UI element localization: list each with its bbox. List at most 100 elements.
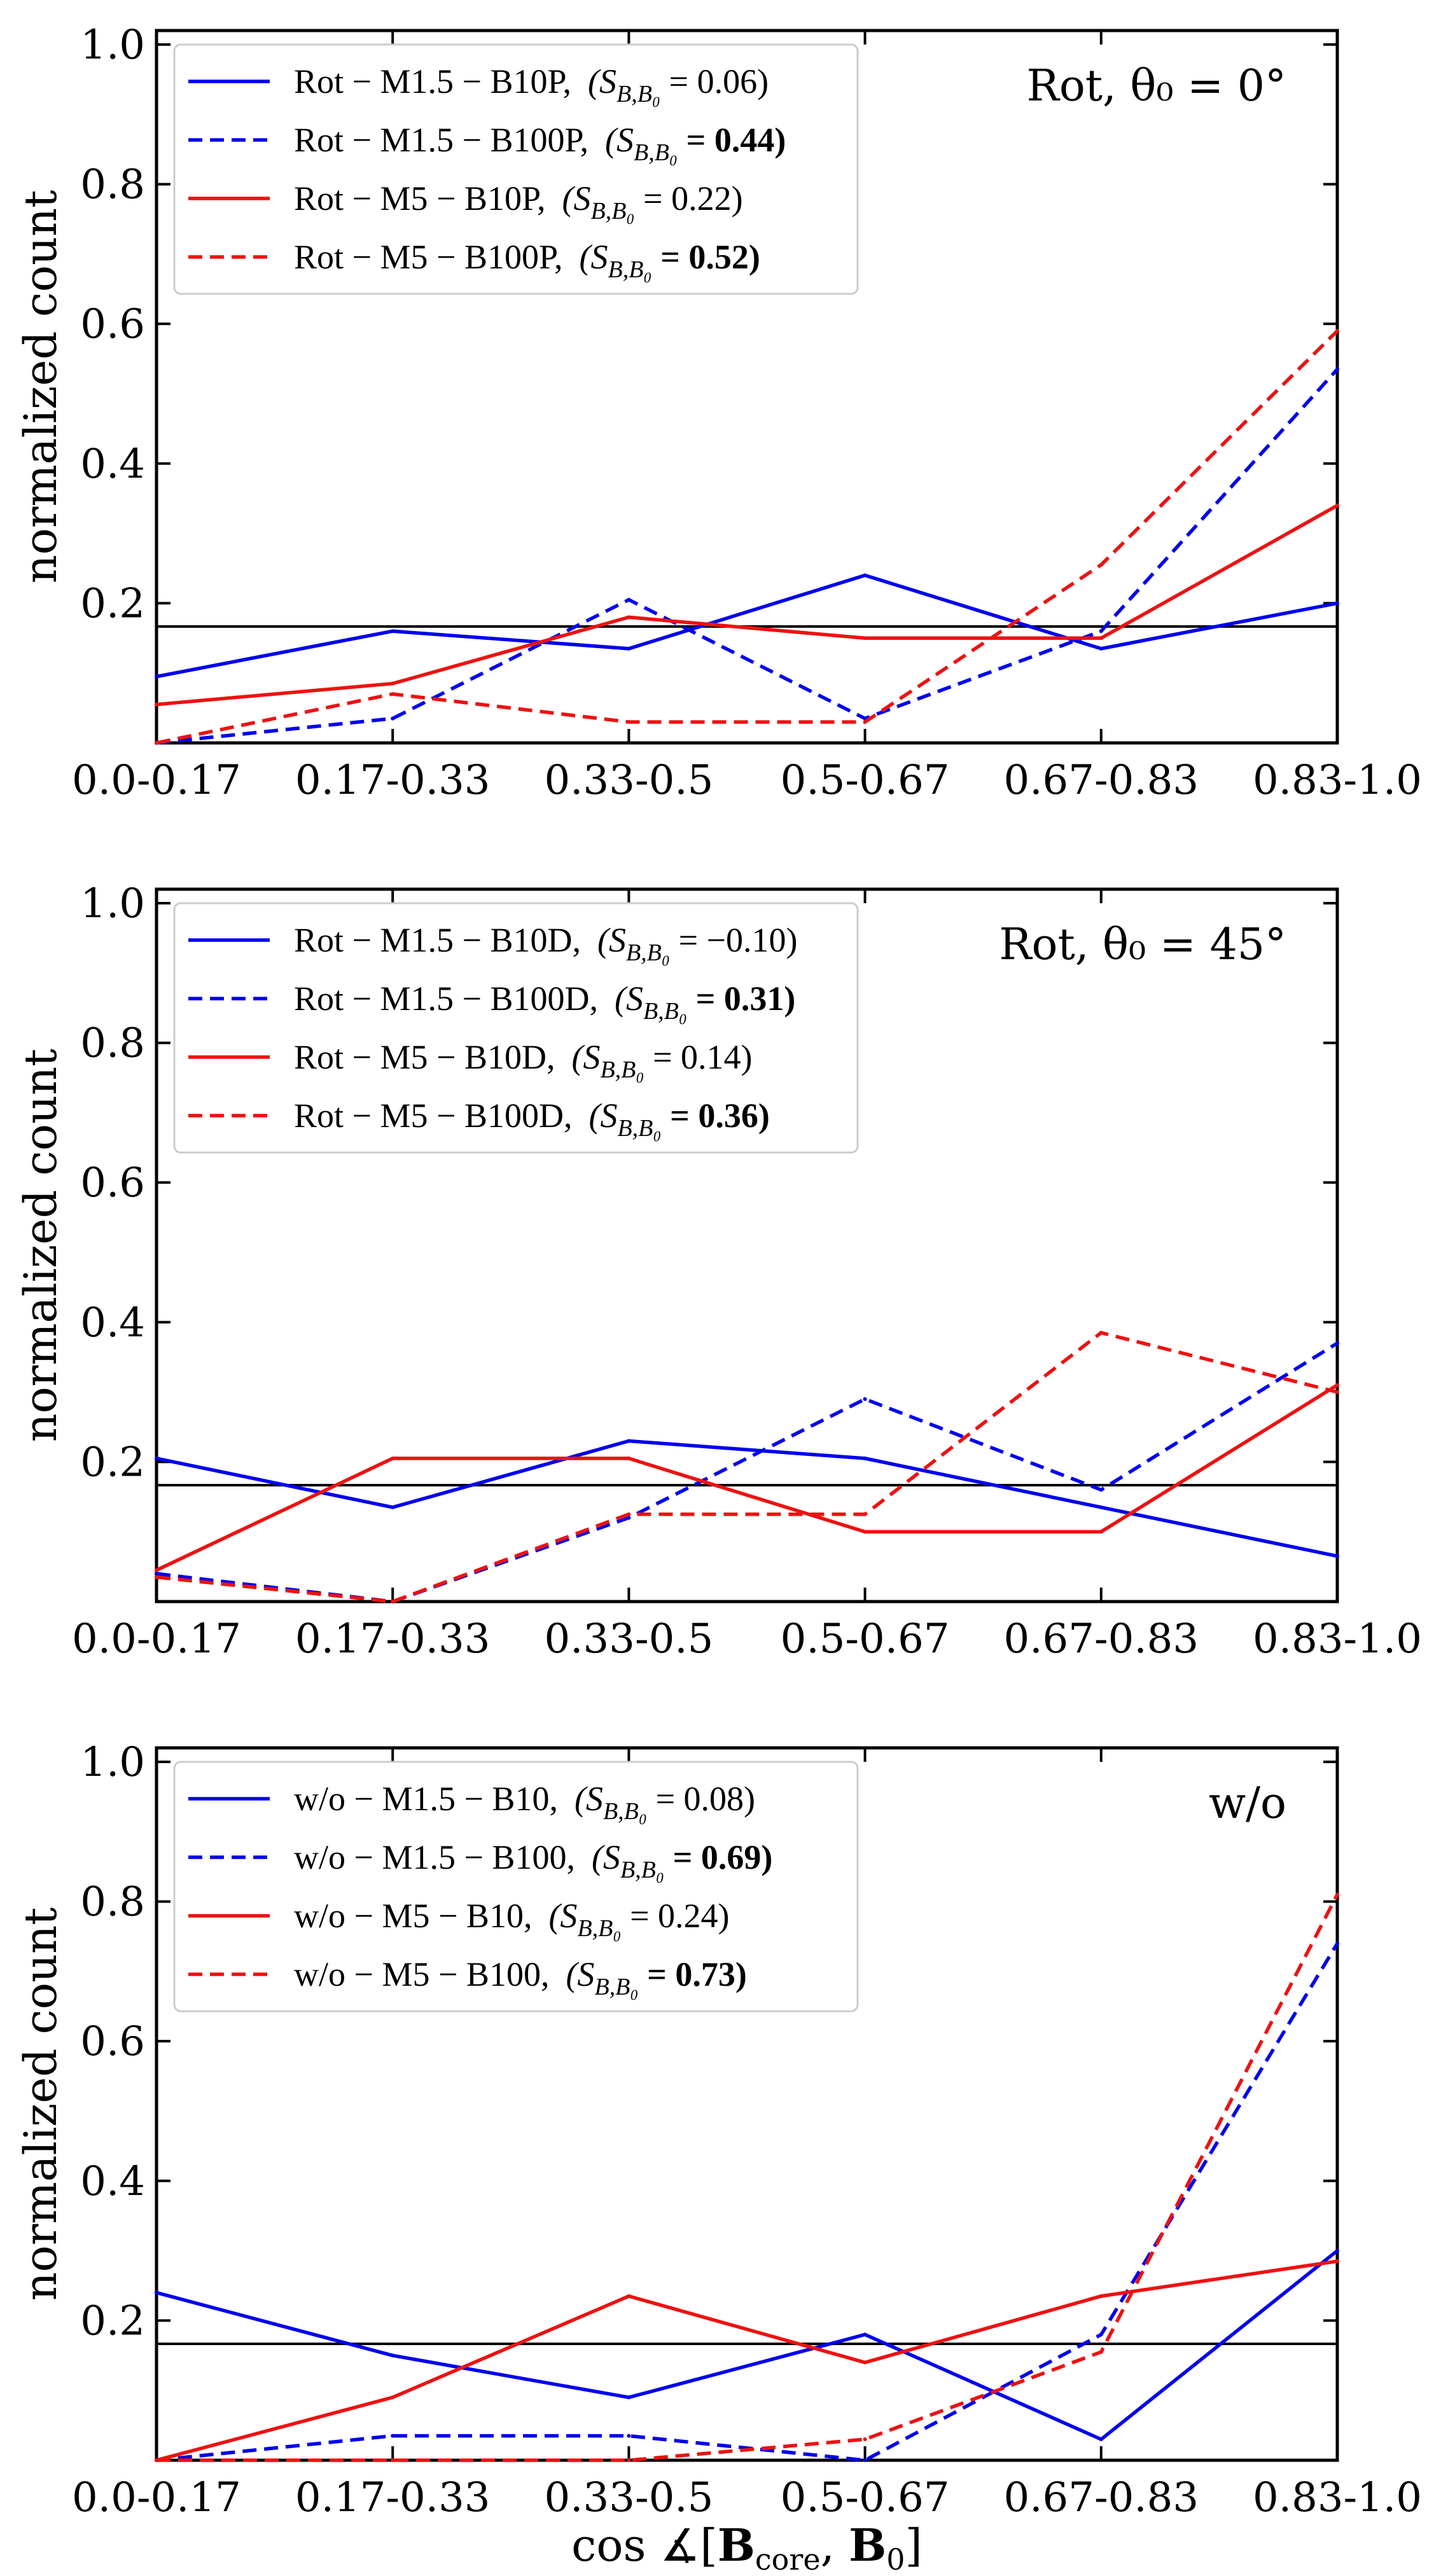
data-point (627, 646, 631, 651)
data-point (1335, 1383, 1339, 1387)
x-tick-label: 0.67-0.83 (1003, 757, 1199, 804)
data-point (863, 636, 867, 641)
data-point (863, 2458, 867, 2462)
legend-box (173, 1761, 859, 2012)
data-point (1335, 1941, 1339, 1946)
data-point (863, 2437, 867, 2442)
series-line-3 (156, 2259, 1338, 2462)
data-point (627, 2395, 631, 2400)
legend: Rot − M1.5 − B10P, (SB,B₀ = 0.06) Rot − M1… (173, 43, 859, 295)
legend-entry: w/o − M1.5 − B10, (SB,B₀ = 0.08) (294, 1780, 755, 1825)
series-line-3 (155, 1383, 1339, 1572)
x-tick-label: 0.17-0.33 (295, 2474, 491, 2521)
data-point (863, 1397, 867, 1401)
data-point (627, 2294, 631, 2298)
y-tick-label: 0.2 (80, 2297, 145, 2344)
y-tick-label: 1.0 (80, 1739, 145, 1786)
data-point (1099, 1331, 1103, 1335)
x-tick-label: 0.5-0.67 (781, 757, 950, 804)
data-point (155, 1568, 158, 1572)
data-point (627, 1516, 631, 1520)
data-point (1335, 503, 1339, 508)
data-point (155, 1572, 158, 1576)
legend-entry: w/o − M5 − B100, (SB,B₀ = 0.73) (294, 1955, 747, 2000)
y-axis-label: normalized count (15, 190, 67, 584)
legend-box (173, 43, 859, 295)
y-tick-label: 0.8 (80, 1020, 145, 1067)
data-point (391, 2458, 395, 2462)
x-tick-label: 0.5-0.67 (781, 2474, 950, 2521)
data-point (1335, 2259, 1339, 2264)
x-tick-label: 0.17-0.33 (295, 757, 491, 804)
legend-entry: Rot − M5 − B100P, (SB,B₀ = 0.52) (294, 238, 760, 283)
data-point (1099, 2350, 1103, 2354)
data-point (1335, 2248, 1339, 2253)
series-line-2 (156, 1341, 1339, 1603)
data-point (863, 2332, 867, 2337)
data-point (627, 720, 631, 724)
data-point (1099, 1505, 1103, 1509)
data-point (863, 720, 867, 724)
data-point (863, 1512, 867, 1516)
series-line-4 (156, 1331, 1338, 1603)
series-line-2 (156, 1942, 1339, 2462)
x-tick-label: 0.0-0.17 (72, 1616, 241, 1663)
y-axis-label: normalized count (15, 1049, 67, 1443)
data-point (627, 615, 631, 620)
x-tick-label: 0.83-1.0 (1253, 2474, 1422, 2521)
data-point (1335, 1390, 1339, 1394)
y-tick-label: 0.6 (80, 1160, 145, 1207)
x-axis-label: cos ∡[Bcore, B0] (571, 2519, 922, 2576)
panel-label: w/o (1209, 1778, 1286, 1829)
data-point (627, 2458, 631, 2462)
panel-label: Rot, θ₀ = 45° (999, 920, 1286, 970)
data-point (627, 1456, 631, 1460)
y-tick-label: 0.4 (80, 441, 145, 488)
data-point (1099, 2437, 1103, 2442)
data-point (391, 2434, 395, 2438)
legend-entry: Rot − M1.5 − B10P, (SB,B₀ = 0.06) (294, 62, 769, 107)
series-line-1 (156, 2249, 1339, 2442)
data-point (391, 2395, 395, 2400)
y-tick-label: 0.6 (80, 2018, 145, 2065)
data-point (391, 716, 395, 721)
legend-entry: Rot − M1.5 − B100D, (SB,B₀ = 0.31) (294, 980, 795, 1025)
data-point (627, 1512, 631, 1516)
series-line-4 (156, 329, 1339, 745)
data-point (391, 1456, 395, 1460)
data-point (391, 2353, 395, 2358)
data-point (155, 674, 158, 679)
legend-entry: Rot − M1.5 − B100P, (SB,B₀ = 0.44) (294, 121, 786, 166)
legend-entry: w/o − M1.5 − B100, (SB,B₀ = 0.69) (294, 1838, 772, 1883)
data-point (1099, 629, 1103, 634)
data-point (155, 1456, 158, 1460)
data-point (1099, 646, 1103, 651)
data-point (1335, 1554, 1339, 1558)
data-point (1335, 1892, 1339, 1897)
data-point (391, 629, 395, 634)
data-point (391, 681, 395, 686)
y-tick-label: 0.4 (80, 2158, 145, 2205)
chart-panel-3: 0.2 0.4 0.6 0.8 1.0 0.0-0.17 0.17-0.33 0.33-0.5… (15, 1739, 1422, 2576)
data-point (627, 597, 631, 602)
legend-entry: Rot − M1.5 − B10D, (SB,B₀ = −0.10) (294, 921, 797, 966)
x-tick-label: 0.83-1.0 (1253, 1616, 1422, 1663)
data-point (1335, 367, 1339, 371)
x-tick-label: 0.83-1.0 (1253, 757, 1422, 804)
series-line-4 (157, 1894, 1339, 2462)
data-point (155, 2458, 158, 2462)
data-point (1099, 636, 1103, 641)
data-point (391, 1505, 395, 1509)
legend-entry: Rot − M5 − B10D, (SB,B₀ = 0.14) (294, 1038, 753, 1083)
data-point (1099, 1530, 1103, 1534)
series-line-1 (156, 573, 1338, 679)
data-point (155, 1575, 158, 1579)
y-tick-label: 0.6 (80, 301, 145, 348)
x-tick-label: 0.33-0.5 (544, 1616, 713, 1663)
data-point (627, 2434, 631, 2438)
legend-entry: Rot − M5 − B100D, (SB,B₀ = 0.36) (294, 1097, 770, 1142)
y-axis-label: normalized count (15, 1908, 67, 2301)
legend-entry: w/o − M5 − B10, (SB,B₀ = 0.24) (294, 1897, 730, 1942)
plot-frame (155, 29, 1339, 745)
x-tick-label: 0.0-0.17 (72, 2474, 241, 2521)
